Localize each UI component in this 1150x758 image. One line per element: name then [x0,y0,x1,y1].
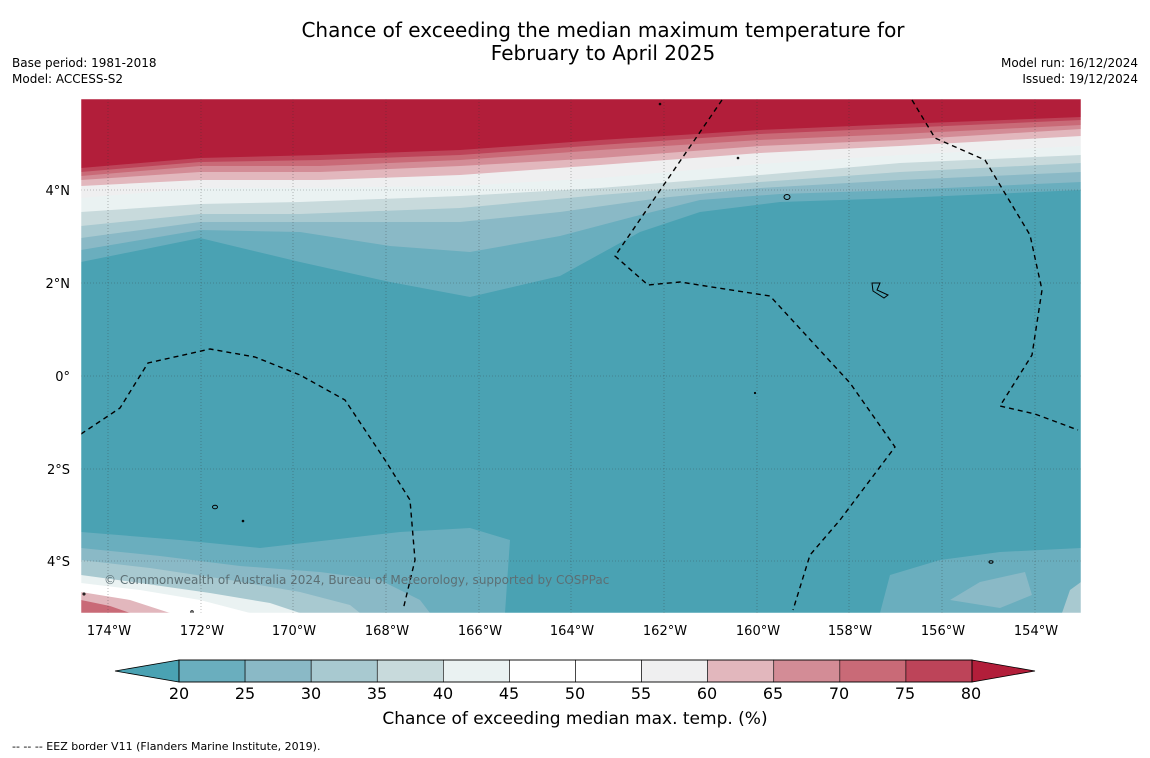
colorbar-segments [178,659,973,683]
colorbar-segment [905,659,973,683]
colorbar-tick: 55 [631,684,651,703]
copyright-notice: © Commonwealth of Australia 2024, Bureau… [104,573,609,587]
lon-tick: 158°W [828,624,872,639]
lat-tick: 4°S [47,555,70,570]
colorbar-frame [178,659,973,683]
eez-footnote: -- -- -- EEZ border V11 (Flanders Marine… [12,740,321,753]
lat-tick: 2°S [47,463,70,478]
colorbar-ticks: 20 25 30 35 40 45 50 55 60 65 70 75 80 [169,684,981,703]
colorbar-segment [244,659,312,683]
lon-tick: 170°W [272,624,316,639]
colorbar-tick: 20 [169,684,189,703]
colorbar-tick: 60 [697,684,717,703]
colorbar-segment [641,659,708,683]
south-patch-east-35 [950,572,1032,608]
meta-right: Model run: 16/12/2024 Issued: 19/12/2024 [1001,55,1138,87]
lon-tick: 168°W [365,624,409,639]
map-area: © Commonwealth of Australia 2024, Bureau… [81,99,1081,613]
model-run: Model run: 16/12/2024 [1000,56,1138,70]
map-frame [80,98,1082,614]
colorbar-segment [443,659,510,683]
lon-tick: 162°W [643,624,687,639]
map-title: Chance of exceeding the median maximum t… [0,19,1150,65]
colorbar-segment [310,659,378,683]
south-patch-east-30 [880,548,1081,613]
contour-80 [81,99,1081,168]
colorbar-max-arrow [971,659,1036,683]
colorbar-tick: 50 [565,684,585,703]
colorbar [114,659,1036,683]
issued-date: Issued: 19/12/2024 [1022,72,1138,86]
colorbar-tick: 75 [895,684,915,703]
colorbar-segment [839,659,907,683]
colorbar-tick: 40 [433,684,453,703]
lat-tick: 4°N [46,184,71,199]
colorbar-segment [773,659,841,683]
colorbar-tick: 30 [301,684,321,703]
map-title-line2: February to April 2025 [490,41,716,65]
lon-axis: 174°W 172°W 170°W 168°W 166°W 164°W 162°… [87,624,1058,639]
map-title-line1: Chance of exceeding the median maximum t… [301,18,905,42]
colorbar-segment [376,659,444,683]
lat-axis: 4°N 2°N 0° 2°S 4°S [46,184,71,570]
meta-left: Base period: 1981-2018 Model: ACCESS-S2 [12,55,157,87]
colorbar-segment [178,659,246,683]
lon-tick: 172°W [180,624,224,639]
eez-borders [81,99,1079,611]
lon-tick: 166°W [458,624,502,639]
lon-tick: 156°W [921,624,965,639]
south-patch-east-40 [1062,582,1081,613]
colorbar-tick: 70 [829,684,849,703]
colorbar-tick: 65 [763,684,783,703]
lat-tick: 2°N [46,277,71,292]
colorbar-tick: 45 [499,684,519,703]
colorbar-segment [707,659,775,683]
colorbar-min-arrow [114,659,180,683]
colorbar-segment [509,659,576,683]
south-patch-west-75 [81,600,130,613]
colorbar-segment [575,659,642,683]
base-period: Base period: 1981-2018 [12,56,157,70]
model-name: Model: ACCESS-S2 [12,72,124,86]
islands [82,102,994,613]
lon-tick: 154°W [1014,624,1058,639]
colorbar-label: Chance of exceeding median max. temp. (%… [382,709,768,729]
colorbar-tick: 80 [961,684,981,703]
lon-tick: 174°W [87,624,131,639]
colorbar-tick: 25 [235,684,255,703]
lon-tick: 164°W [550,624,594,639]
colorbar-tick: 35 [367,684,387,703]
lat-tick: 0° [55,370,70,385]
lon-tick: 160°W [736,624,780,639]
